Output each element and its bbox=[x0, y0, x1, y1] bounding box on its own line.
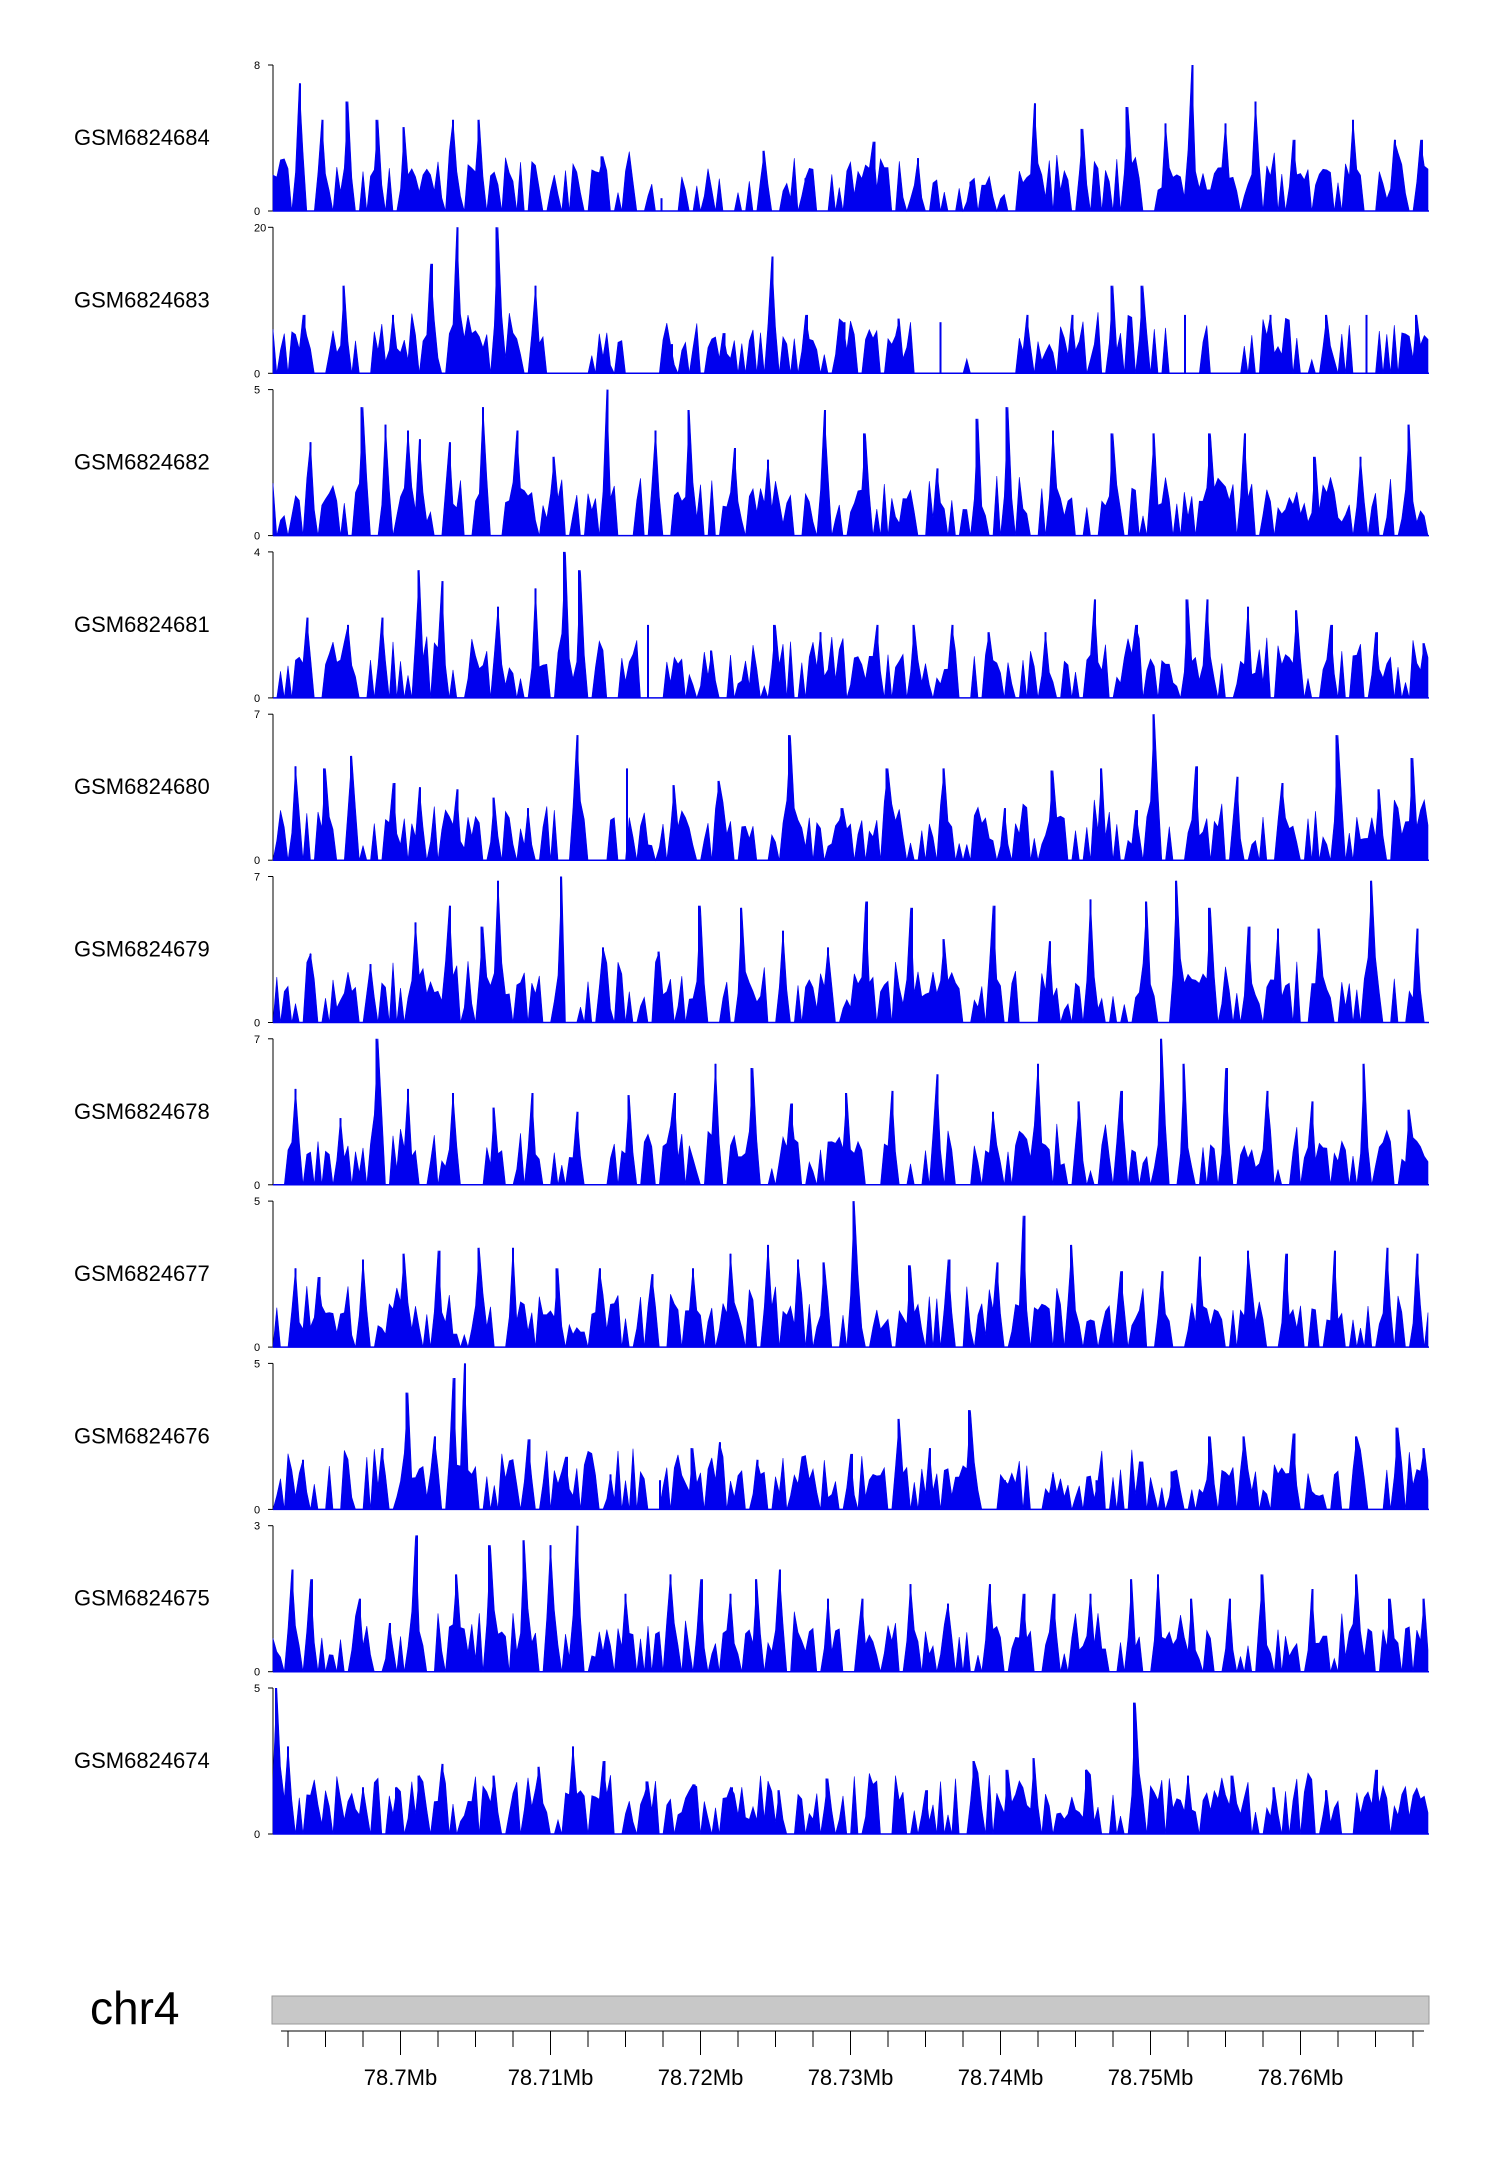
track-GSM6824680: GSM6824680 7 0 bbox=[74, 709, 1429, 867]
track-label: GSM6824674 bbox=[74, 1748, 210, 1773]
x-tick-label: 78.73Mb bbox=[808, 2065, 894, 2090]
y-tick-label-max: 5 bbox=[254, 385, 260, 397]
y-tick-label-max: 5 bbox=[254, 1196, 260, 1208]
y-tick-label-max: 8 bbox=[254, 60, 260, 72]
y-tick-label-zero: 0 bbox=[254, 1180, 260, 1192]
track-GSM6824684: GSM6824684 8 0 bbox=[74, 60, 1429, 218]
y-tick-label-max: 7 bbox=[254, 709, 260, 721]
track-GSM6824674: GSM6824674 5 0 bbox=[74, 1683, 1429, 1841]
track-label: GSM6824680 bbox=[74, 774, 210, 799]
x-tick-label: 78.74Mb bbox=[958, 2065, 1044, 2090]
y-tick-label-max: 20 bbox=[254, 222, 266, 234]
y-tick-label-max: 5 bbox=[254, 1358, 260, 1370]
y-tick-label-max: 3 bbox=[254, 1521, 260, 1533]
signal-area bbox=[272, 714, 1429, 862]
signal-area bbox=[272, 1363, 1429, 1510]
track-label: GSM6824681 bbox=[74, 612, 210, 637]
x-tick-label: 78.75Mb bbox=[1108, 2065, 1194, 2090]
y-tick-label-max: 4 bbox=[254, 547, 260, 559]
y-tick-label-zero: 0 bbox=[254, 1829, 260, 1841]
y-tick-label-zero: 0 bbox=[254, 531, 260, 543]
y-tick-label-max: 5 bbox=[254, 1683, 260, 1695]
x-tick-label: 78.76Mb bbox=[1258, 2065, 1344, 2090]
y-tick-label-zero: 0 bbox=[254, 1504, 260, 1516]
y-tick-label-max: 7 bbox=[254, 872, 260, 884]
track-label: GSM6824682 bbox=[74, 450, 210, 475]
ideogram-bar bbox=[271, 1995, 1430, 2025]
track-GSM6824681: GSM6824681 4 0 bbox=[74, 547, 1429, 705]
x-tick-label: 78.71Mb bbox=[508, 2065, 594, 2090]
track-label: GSM6824683 bbox=[74, 287, 210, 312]
track-GSM6824675: GSM6824675 3 0 bbox=[74, 1521, 1429, 1679]
track-GSM6824678: GSM6824678 7 0 bbox=[74, 1034, 1429, 1192]
chromosome-ideogram: chr4 bbox=[90, 1982, 1430, 2034]
signal-area bbox=[272, 227, 1429, 375]
track-GSM6824676: GSM6824676 5 0 bbox=[74, 1358, 1429, 1516]
signal-area bbox=[272, 876, 1428, 1023]
signal-area bbox=[272, 389, 1429, 536]
track-label: GSM6824678 bbox=[74, 1099, 210, 1124]
y-tick-label-zero: 0 bbox=[254, 693, 260, 705]
chromosome-label: chr4 bbox=[90, 1982, 179, 2034]
signal-area bbox=[273, 551, 1429, 699]
signal-area bbox=[272, 1525, 1429, 1672]
y-tick-label-zero: 0 bbox=[254, 1342, 260, 1354]
track-label: GSM6824684 bbox=[74, 125, 210, 150]
y-tick-label-zero: 0 bbox=[254, 855, 260, 867]
track-label: GSM6824675 bbox=[74, 1586, 210, 1611]
track-GSM6824682: GSM6824682 5 0 bbox=[74, 385, 1429, 543]
tracks-layer: GSM682468480GSM6824683200GSM682468250GSM… bbox=[74, 60, 1429, 1841]
track-label: GSM6824677 bbox=[74, 1261, 210, 1286]
track-GSM6824677: GSM6824677 5 0 bbox=[74, 1196, 1429, 1354]
x-tick-label: 78.72Mb bbox=[658, 2065, 744, 2090]
signal-area bbox=[272, 64, 1429, 213]
y-tick-label-max: 7 bbox=[254, 1034, 260, 1046]
track-label: GSM6824676 bbox=[74, 1423, 210, 1448]
track-label: GSM6824679 bbox=[74, 937, 210, 962]
signal-area bbox=[272, 1687, 1429, 1835]
y-tick-label-zero: 0 bbox=[254, 1018, 260, 1030]
track-GSM6824679: GSM6824679 7 0 bbox=[74, 872, 1429, 1030]
track-GSM6824683: GSM6824683 20 0 bbox=[74, 222, 1429, 380]
genomic-x-axis: 78.7Mb 78.71Mb 78.72Mb 78.73Mb 78.74Mb 78.75M… bbox=[281, 2030, 1424, 2090]
signal-area bbox=[273, 1038, 1429, 1186]
signal-area bbox=[272, 1201, 1429, 1349]
y-tick-label-zero: 0 bbox=[254, 368, 260, 380]
x-tick-label: 78.7Mb bbox=[364, 2065, 437, 2090]
y-tick-label-zero: 0 bbox=[254, 206, 260, 218]
y-tick-label-zero: 0 bbox=[254, 1667, 260, 1679]
